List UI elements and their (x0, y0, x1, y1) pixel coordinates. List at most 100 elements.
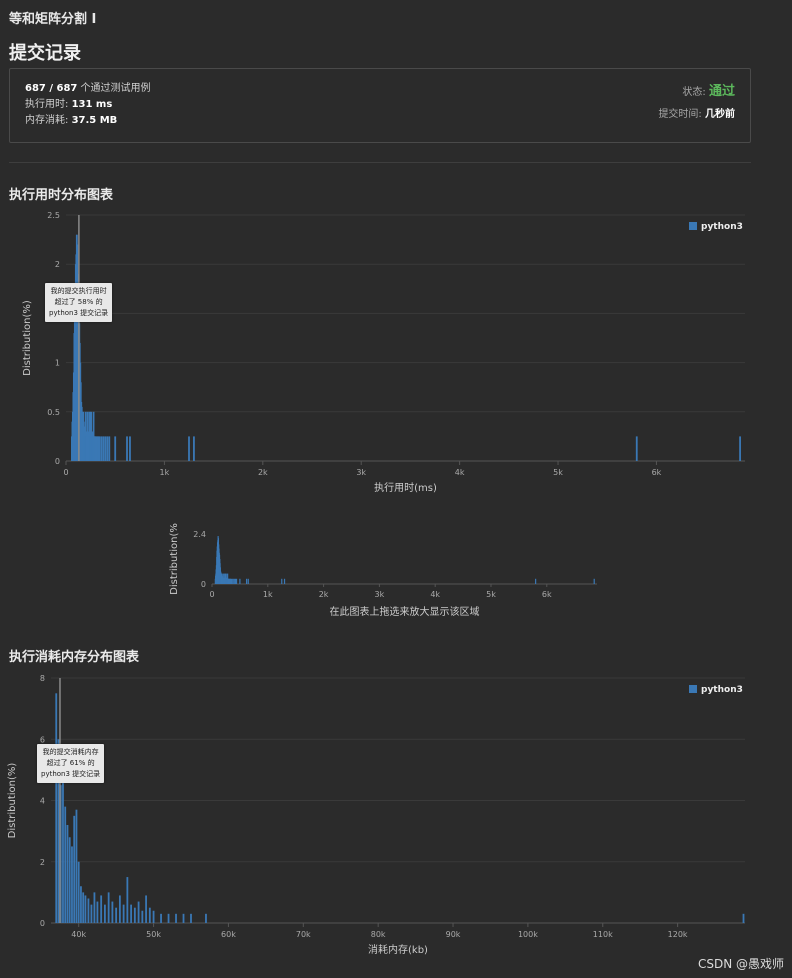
watermark: CSDN @愚戏师 (697, 957, 784, 971)
x-tick-label: 90k (446, 930, 461, 939)
summary-status: 状态: 通过 提交时间: 几秒前 (658, 81, 735, 126)
bar (95, 436, 98, 461)
bar (71, 846, 73, 923)
bar (175, 913, 177, 923)
y-tick-label: 2.5 (47, 211, 60, 220)
y-tick-label: 6 (40, 735, 45, 744)
bar (739, 436, 741, 461)
status-line: 状态: 通过 (658, 81, 735, 104)
bar (245, 578, 248, 584)
bar (73, 815, 76, 923)
memory-line: 内存消耗: 37.5 MB (25, 113, 151, 129)
y-axis-label: Distribution(%) (22, 300, 33, 376)
bar (160, 913, 162, 923)
y-tick-label: 2 (55, 260, 60, 269)
runtime-section-title: 执行用时分布图表 (9, 188, 114, 203)
bar (64, 806, 67, 923)
memory-label: 内存消耗: (25, 115, 72, 126)
submit-time-line: 提交时间: 几秒前 (658, 104, 735, 126)
bar (193, 436, 195, 461)
runtime-distribution-chart[interactable]: 00.511.522.501k2k3k4k5k6kpython3执行用时(ms)… (0, 205, 792, 500)
submit-time-label: 提交时间: (658, 109, 705, 120)
runtime-overview-chart[interactable]: 0 2.4 0 1k 2k 3k 4k 5k 6k 在此图表上拖选来放大显示该区域 Distribu… (0, 520, 792, 620)
x-tick-label: 4k (430, 590, 440, 599)
runtime-label: 执行用时: (25, 99, 72, 110)
x-tick-label: 100k (518, 930, 538, 939)
bar (55, 693, 58, 923)
memory-section-title: 执行消耗内存分布图表 (9, 650, 140, 665)
bar (224, 573, 226, 584)
status-badge: 通过 (708, 84, 735, 99)
bar (118, 895, 121, 923)
submission-summary: 687 / 687 个通过测试用例 执行用时: 131 ms 内存消耗: 37.… (9, 68, 751, 143)
bar (188, 436, 190, 461)
bar (231, 578, 233, 584)
bar (96, 436, 99, 461)
x-tick-label: 4k (455, 468, 465, 477)
bar (100, 436, 103, 461)
bar (90, 904, 93, 923)
bar (80, 886, 82, 923)
page-title: 提交记录 (9, 43, 81, 64)
x-tick-label: 70k (296, 930, 311, 939)
bar (68, 837, 71, 923)
x-tick-label: 50k (146, 930, 161, 939)
y-tick-label: 2.4 (193, 530, 206, 539)
test-cases-count: 687 / 687 (25, 83, 78, 94)
bar (111, 901, 114, 923)
x-tick-label: 5k (553, 468, 563, 477)
bar (77, 861, 80, 923)
bar (281, 578, 283, 584)
x-tick-label: 3k (356, 468, 366, 477)
bar (93, 892, 96, 923)
memory-tooltip-line: 超过了 61% 的 (46, 759, 95, 767)
bar (104, 436, 107, 461)
bar (66, 825, 69, 923)
bar (107, 892, 110, 923)
bar (190, 913, 192, 923)
bar (233, 578, 235, 584)
bar (635, 436, 638, 461)
legend-label: python3 (701, 685, 743, 695)
section-divider (9, 162, 751, 163)
y-axis-label: Distribution(% (169, 523, 180, 595)
y-tick-label: 0.5 (47, 408, 60, 417)
bar (130, 904, 133, 923)
bar (96, 901, 99, 923)
runtime-line: 执行用时: 131 ms (25, 97, 151, 113)
y-tick-label: 0 (201, 580, 206, 589)
runtime-tooltip-line: python3 提交记录 (49, 309, 109, 317)
bar (742, 913, 745, 923)
x-tick-label: 0 (63, 468, 68, 477)
bar (114, 436, 117, 461)
x-tick-label: 40k (71, 930, 86, 939)
bar (593, 578, 595, 584)
memory-value: 37.5 MB (71, 115, 118, 126)
x-tick-label: 3k (375, 590, 385, 599)
x-tick-label: 1k (160, 468, 170, 477)
bar (100, 895, 103, 923)
y-tick-label: 8 (40, 674, 45, 683)
bar (104, 904, 106, 923)
runtime-tooltip-line: 超过了 58% 的 (54, 298, 103, 306)
memory-distribution-chart[interactable]: 0 2 4 6 8 40k 50k 60k 70k 80k 90k 100k 110k 120k pytho… (0, 668, 792, 960)
bar (133, 907, 136, 923)
bar (205, 913, 207, 923)
x-tick-label: 60k (221, 930, 236, 939)
bar (235, 578, 238, 584)
bar (115, 907, 118, 923)
bar (234, 578, 237, 584)
bar (283, 578, 286, 584)
problem-title: 等和矩阵分割 I (9, 12, 97, 27)
x-axis-label: 执行用时(ms) (374, 481, 437, 494)
bar (227, 573, 229, 584)
bar (87, 898, 90, 923)
bar (232, 578, 234, 584)
bar (141, 910, 144, 923)
x-axis-label: 在此图表上拖选来放大显示该区域 (330, 605, 480, 618)
submit-time-value: 几秒前 (705, 109, 735, 120)
bar (98, 436, 101, 461)
bar (247, 578, 249, 584)
bar (97, 436, 100, 461)
bar (167, 913, 170, 923)
